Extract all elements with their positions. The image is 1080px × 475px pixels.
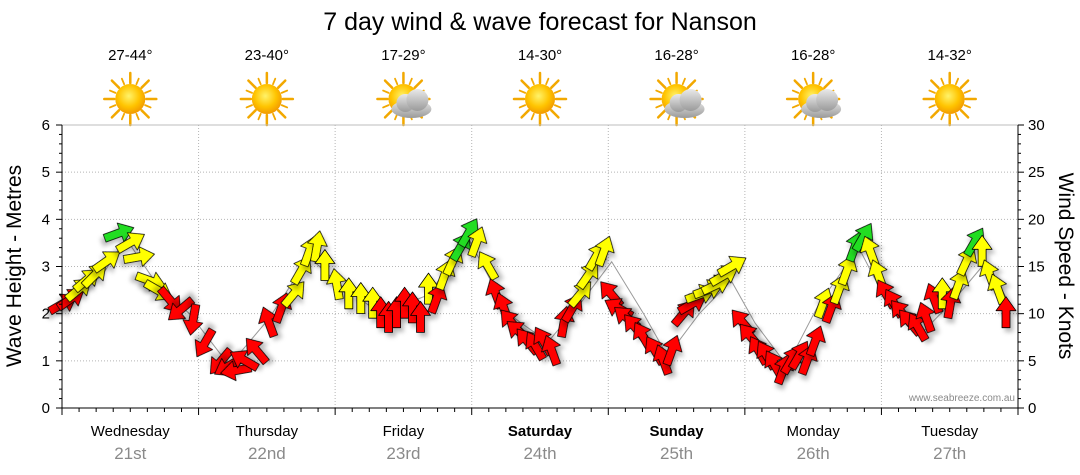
- wind-arrow: [314, 249, 336, 281]
- day-date-sunday: 25th: [660, 444, 693, 463]
- left-tick-label: 4: [42, 211, 50, 228]
- right-tick-label: 30: [1028, 117, 1045, 134]
- right-tick-label: 15: [1028, 259, 1045, 276]
- day-name-thursday: Thursday: [236, 423, 299, 440]
- left-tick-label: 0: [42, 400, 50, 417]
- partly-cloudy-icon: [649, 71, 705, 127]
- wind-arrow: [662, 335, 683, 367]
- day-date-tuesday: 27th: [933, 444, 966, 463]
- wind-arrow: [851, 223, 874, 253]
- wind-arrow: [995, 296, 1017, 329]
- temperature-range-saturday: 14-30°: [518, 47, 562, 64]
- day-name-sunday: Sunday: [649, 423, 704, 440]
- wind-arrow: [949, 269, 970, 301]
- right-axis-label: Wind Speed - Knots: [1054, 173, 1077, 360]
- wind-arrow: [915, 302, 936, 334]
- temperature-range-monday: 16-28°: [791, 47, 835, 64]
- wind-arrow: [168, 296, 196, 321]
- right-tick-label: 20: [1028, 211, 1045, 228]
- left-tick-label: 5: [42, 164, 50, 181]
- wind-arrows: [47, 218, 1017, 386]
- sun-icon: [512, 71, 568, 127]
- wind-arrow: [410, 300, 431, 333]
- temperature-range-tuesday: 14-32°: [928, 47, 972, 64]
- wind-arrow: [245, 337, 270, 366]
- wind-arrow: [594, 235, 615, 268]
- day-labels: Wednesday 21st Thursday 22nd Friday 23rd Satur…: [91, 423, 979, 463]
- wind-arrow: [122, 246, 155, 267]
- day-name-saturday: Saturday: [508, 423, 573, 440]
- left-tick-label: 2: [42, 306, 50, 323]
- left-tick-label: 1: [42, 353, 50, 370]
- sun-icon: [239, 71, 295, 127]
- day-date-saturday: 24th: [523, 444, 556, 463]
- left-tick-label: 3: [42, 259, 50, 276]
- sun-icon: [922, 71, 977, 127]
- right-tick-label: 5: [1028, 353, 1036, 370]
- sun-icon: [103, 71, 158, 127]
- temperature-range-thursday: 23-40°: [245, 47, 289, 64]
- day-name-monday: Monday: [786, 423, 840, 440]
- chart-axes: 0 1 2 3 4 5 6 0 5 10 15 20 25 30: [42, 117, 1045, 417]
- left-tick-label: 6: [42, 117, 50, 134]
- wind-arrow: [280, 281, 305, 309]
- wind-arrow: [307, 230, 328, 263]
- day-date-friday: 23rd: [386, 444, 420, 463]
- wind-arrow: [102, 222, 135, 243]
- wind-arrow: [194, 327, 217, 358]
- temperature-range-sunday: 16-28°: [654, 47, 698, 64]
- chart-title: 7 day wind & wave forecast for Nanson: [323, 8, 757, 36]
- day-name-wednesday: Wednesday: [91, 423, 170, 440]
- day-name-friday: Friday: [383, 423, 425, 440]
- partly-cloudy-icon: [376, 71, 432, 127]
- weather-row: 27-44° 23-40° 17-29° 14-30° 16-28° 16-28° 14-3…: [103, 47, 977, 127]
- temperature-range-wednesday: 27-44°: [108, 47, 152, 64]
- partly-cloudy-icon: [785, 71, 842, 127]
- day-date-wednesday: 21st: [114, 444, 146, 463]
- wind-arrow: [182, 303, 204, 336]
- wind-arrow: [837, 254, 858, 287]
- right-tick-label: 25: [1028, 164, 1045, 181]
- day-date-thursday: 22nd: [248, 444, 286, 463]
- day-date-monday: 26th: [797, 444, 830, 463]
- left-axis-label: Wave Height - Metres: [3, 165, 26, 367]
- watermark: www.seabreeze.com.au: [908, 393, 1015, 404]
- wind-arrow: [115, 232, 145, 254]
- wind-arrow: [567, 281, 592, 309]
- right-tick-label: 10: [1028, 306, 1045, 323]
- wind-arrow: [467, 226, 488, 258]
- wind-arrow: [427, 283, 448, 315]
- wind-arrow: [805, 325, 826, 357]
- wind-arrow: [91, 251, 121, 274]
- wind-arrow: [477, 251, 500, 282]
- wind-arrow: [541, 335, 561, 367]
- wind-arrow: [716, 255, 747, 278]
- right-tick-label: 0: [1028, 400, 1036, 417]
- day-name-tuesday: Tuesday: [921, 423, 978, 440]
- temperature-range-friday: 17-29°: [381, 47, 425, 64]
